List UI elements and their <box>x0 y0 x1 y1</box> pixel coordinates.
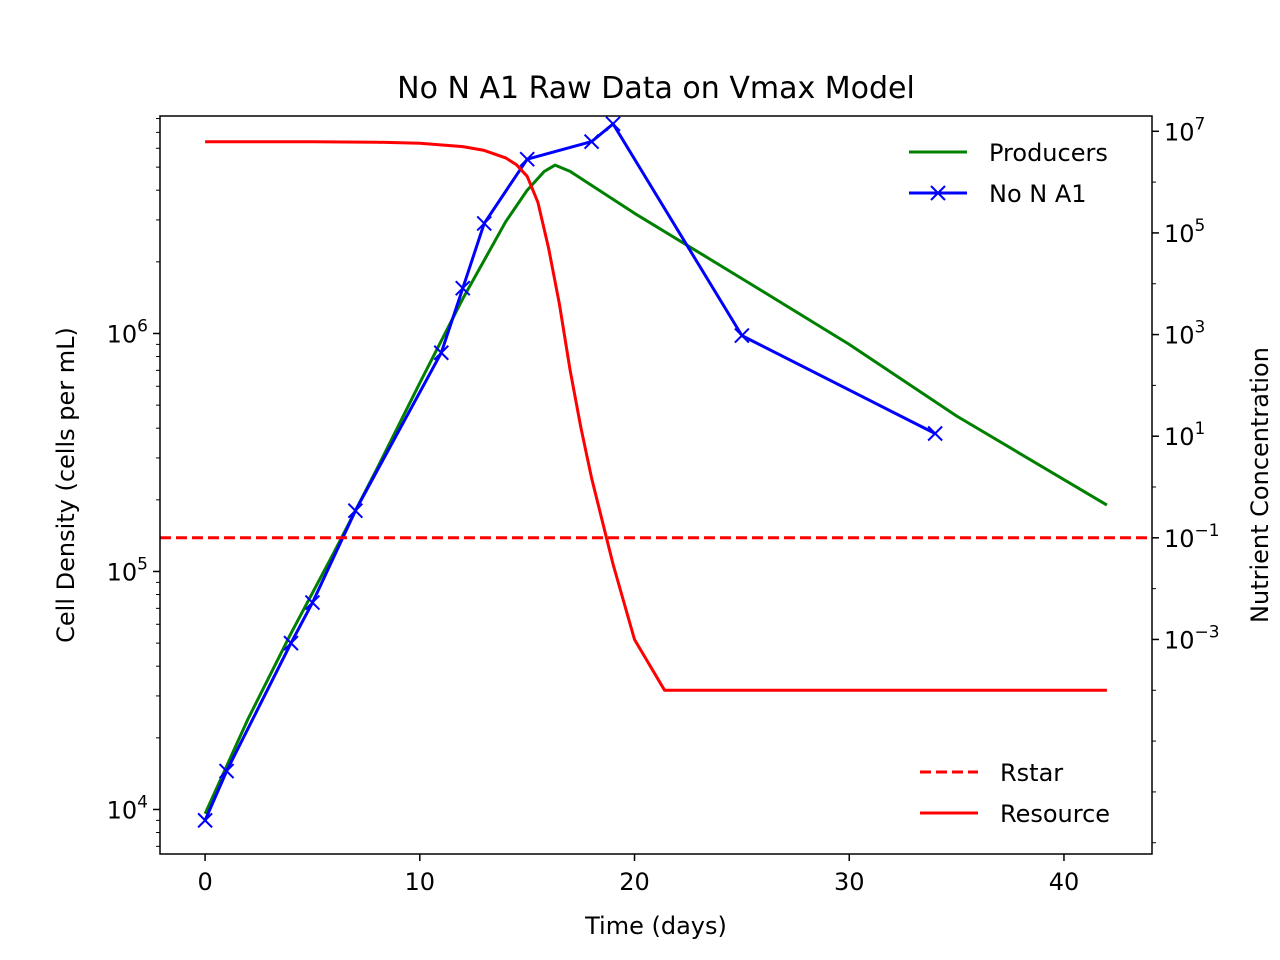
y-right-tick-base: 10 <box>1164 322 1195 350</box>
y-right-tick-base: 10 <box>1164 423 1195 451</box>
series-line-producers <box>203 163 1108 815</box>
y-right-tick-base: 10 <box>1164 626 1195 654</box>
x-tick-label: 0 <box>197 868 212 896</box>
y-right-tick-label: 10−1 <box>1164 521 1220 553</box>
y-tick-label: 106 <box>107 316 148 348</box>
y-tick-base: 10 <box>107 558 138 586</box>
y-tick-label: 104 <box>107 792 148 824</box>
y-right-tick-label: 103 <box>1164 318 1205 350</box>
y-tick-base: 10 <box>107 796 138 824</box>
y-right-tick-base: 10 <box>1164 220 1195 248</box>
data-point-no-n-a1 <box>347 503 364 519</box>
data-point-no-n-a1 <box>218 763 235 779</box>
y-right-tick-label: 105 <box>1164 216 1205 248</box>
y-right-tick-label: 107 <box>1164 114 1205 146</box>
y-right-tick-label: 101 <box>1164 419 1205 451</box>
y-tick-base: 10 <box>107 320 138 348</box>
legend-entry: Producers <box>909 139 1108 167</box>
data-point-no-n-a1 <box>927 425 943 442</box>
data-point-no-n-a1 <box>605 116 621 132</box>
plot-frame <box>159 115 1153 855</box>
data-point-no-n-a1 <box>455 280 471 296</box>
y-tick-exponent: 6 <box>137 316 148 336</box>
legend-label: No N A1 <box>989 180 1087 208</box>
y-right-tick-exponent: 1 <box>1195 419 1206 439</box>
y-right-tick-base: 10 <box>1164 118 1195 146</box>
legend-entry: Rstar <box>920 759 1063 787</box>
chart-title: No N A1 Raw Data on Vmax Model <box>397 71 915 106</box>
data-point-no-n-a1 <box>197 812 213 829</box>
data-point-no-n-a1 <box>283 635 299 651</box>
y-right-tick-label: 10−3 <box>1164 622 1220 654</box>
series-line-no-n-a1 <box>203 122 936 821</box>
y-right-tick-exponent: 3 <box>1195 318 1206 338</box>
y-tick-exponent: 5 <box>137 554 148 574</box>
data-point-no-n-a1 <box>304 594 321 611</box>
x-axis-label: Time (days) <box>584 912 727 940</box>
x-tick-label: 40 <box>1049 868 1080 896</box>
data-point-no-n-a1 <box>519 151 535 167</box>
x-axis: 0 10 20 30 40 <box>197 854 1079 896</box>
y-right-tick-exponent: 5 <box>1195 216 1206 236</box>
y-tick-label: 105 <box>107 554 148 586</box>
series-line-resource <box>205 140 1107 692</box>
legend-label: Producers <box>989 139 1108 167</box>
legend-label: Rstar <box>1000 759 1063 787</box>
legend-entry: No N A1 <box>909 180 1087 208</box>
y-right-tick-exponent: 7 <box>1195 114 1206 134</box>
legend-label: Resource <box>1000 800 1110 828</box>
data-point-no-n-a1 <box>476 215 492 232</box>
x-tick-label: 10 <box>405 868 436 896</box>
y-right-tick-base: 10 <box>1164 525 1195 553</box>
y-right-tick-exponent: −1 <box>1195 521 1220 541</box>
plot-marks <box>160 116 1152 829</box>
y-tick-exponent: 4 <box>137 792 148 812</box>
legend-entry: Resource <box>920 800 1110 828</box>
data-point-no-n-a1 <box>734 327 750 344</box>
legend-lower: Rstar Resource <box>920 759 1110 828</box>
y-axis-label: Cell Density (cells per mL) <box>52 327 80 643</box>
x-tick-label: 20 <box>619 868 650 896</box>
data-point-no-n-a1 <box>433 345 449 361</box>
y-axis-right-label: Nutrient Concentration <box>1246 347 1274 623</box>
data-point-no-n-a1 <box>583 133 600 150</box>
x-tick-label: 30 <box>834 868 865 896</box>
legend-upper: Producers No N A1 <box>909 139 1108 208</box>
y-right-tick-exponent: −3 <box>1195 622 1220 642</box>
